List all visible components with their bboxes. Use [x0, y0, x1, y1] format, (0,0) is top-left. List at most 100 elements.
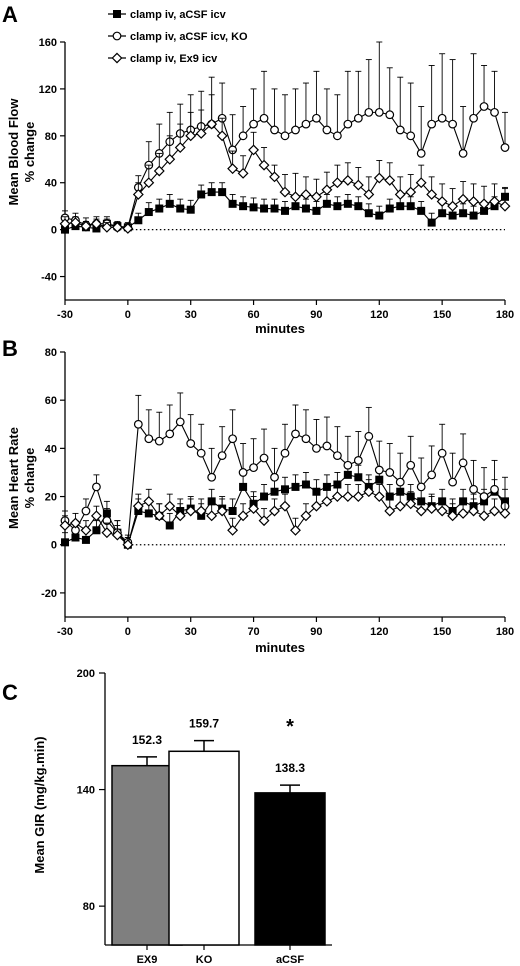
panel-a-series-1-point-20	[270, 125, 279, 135]
panel-c-value-label-ko: 159.7	[189, 717, 219, 731]
panel-a-series-0-point-29	[364, 209, 373, 218]
panel-b-series-0-point-16	[228, 507, 237, 515]
panel-a-series-1-point-42	[500, 143, 510, 152]
panel-b-series-2-point-20	[269, 505, 280, 517]
panel-b-series-0-point-2	[81, 535, 90, 544]
panel-a-series-2-point-42	[499, 200, 511, 212]
panel-b-series-2-point-35	[426, 503, 438, 515]
panel-b-ytick-label-4: 60	[45, 395, 57, 407]
panel-a-series-1-point-35	[427, 119, 437, 129]
panel-b-series-2-point-9	[153, 510, 165, 522]
panel-a-series-1-point-41	[490, 107, 499, 117]
panel-a-series-2-point-28	[352, 179, 364, 191]
panel-b-xtick-label-3: 70	[247, 626, 259, 638]
panel-c-ytick-label-2: 200	[77, 668, 95, 680]
panel-a-series-0-point-21	[281, 206, 289, 215]
panel-a-series-1-point-28	[353, 113, 363, 123]
panel-b-ytick-label-2: 20	[45, 492, 57, 504]
panel-a-ytick-label-3: 80	[45, 131, 57, 143]
panel-b-series-0-point-22	[291, 482, 300, 491]
panel-a-xtick-label-2: 30	[185, 309, 197, 321]
panel-c-ylabel: Mean GIR (mg/kg.min)	[32, 736, 47, 873]
panel-a-ytick-label-4: 120	[39, 84, 57, 96]
panel-b-series-2-point-23	[300, 510, 312, 522]
panel-a-series-2-point-2	[80, 220, 92, 232]
panel-b-series-0-point-20	[270, 487, 279, 496]
panel-a-xtick-label-1: 0	[125, 309, 131, 321]
panel-b-series-1	[60, 392, 510, 547]
panel-b-series-2-point-27	[342, 491, 354, 502]
panel-b-series-2-point-15	[216, 505, 228, 517]
panel-a-series-0-point-28	[354, 202, 363, 211]
panel-a-series-2-point-6	[122, 223, 134, 234]
panel-b-xlabel: minutes	[255, 640, 305, 655]
panel-a-series-1-point-26	[332, 131, 342, 141]
panel-a-series-0-point-22	[291, 202, 300, 211]
panel-b-series-2-point-8	[143, 495, 155, 507]
panel-a-series-2-point-29	[363, 189, 375, 200]
panel-a-xtick-label-0: -30	[57, 309, 73, 321]
panel-b-ytick-label-3: 40	[45, 443, 57, 455]
panel-b-series-1-point-21	[280, 448, 290, 458]
panel-b-series-0-point-28	[354, 473, 363, 482]
legend-item-ex9: clamp iv, Ex9 icv	[108, 52, 218, 65]
panel-b-series-0-point-23	[301, 480, 310, 489]
panel-a-series-2-point-22	[290, 191, 301, 203]
panel-a-series-2-point-34	[415, 177, 427, 189]
panel-b-series-2-point-6	[122, 539, 134, 551]
panel-b-ytick-label-5: 80	[45, 347, 57, 359]
panel-a-ylabel-line2: % change	[22, 122, 37, 183]
panel-b-series-1-point-8	[144, 434, 154, 444]
panel-a-series-0-point-26	[333, 202, 342, 211]
panel-b-series-1-point-20	[270, 472, 279, 482]
panel-c-ytick-label-1: 140	[77, 785, 95, 797]
panel-a-series-1-point-29	[364, 107, 374, 117]
panel-a-series-2-point-19	[258, 159, 270, 171]
panel-a-series-0-point-13	[197, 190, 206, 199]
panel-a-series-0-point-35	[427, 218, 436, 227]
legend-marker-ko	[108, 31, 126, 41]
panel-b-series-2-point-42	[499, 507, 511, 519]
panel-a-ytick-label-2: 40	[45, 178, 57, 190]
panel-b-series-1-point-22	[291, 429, 300, 439]
panel-b-ytick-label-1: 0	[51, 540, 57, 552]
panel-b-series-2-point-22	[290, 524, 301, 536]
legend-marker-ex9	[108, 52, 126, 64]
panel-a-series-2-point-37	[447, 200, 459, 212]
panel-b-series-2-point-38	[457, 507, 469, 519]
panel-b-series-1-point-9	[154, 436, 164, 446]
panel-b-series-2-point-2	[80, 524, 92, 536]
panel-a-series-2-point-32	[394, 189, 406, 200]
panel-a-series-2-point-5	[111, 221, 123, 233]
panel-a-series-0-point-25	[322, 199, 331, 208]
panel-a-series-0-point-12	[186, 205, 195, 214]
panel-a-series-0-point-24	[312, 206, 321, 215]
panel-a-series-1-point-27	[343, 119, 353, 129]
legend-label-acsf: clamp iv, aCSF icv	[130, 9, 227, 21]
panel-b-series-1-point-7	[133, 419, 143, 429]
panel-a-series-2-point-12	[185, 130, 197, 142]
panel-b-series-2-point-26	[331, 491, 343, 502]
panel-a-xtick-label-4: 90	[310, 309, 322, 321]
panel-a-xtick-label-7: 180	[496, 309, 514, 321]
panel-a-series-2-point-35	[426, 189, 438, 200]
panel-b-series-2-point-19	[258, 515, 270, 527]
panel-b-series-2-point-40	[478, 510, 490, 522]
panel-c-category-label-ex9: EX9	[137, 954, 158, 966]
panel-a-series-2-point-33	[405, 186, 417, 198]
panel-a-series-2-point-26	[331, 177, 343, 189]
panel-a-series-1-point-30	[374, 107, 384, 117]
panel-b-series-1-point-36	[437, 448, 447, 458]
panel-b-series-1-point-32	[395, 477, 405, 487]
panel-b-xtick-label-4: 90	[310, 626, 322, 638]
panel-b-series-1-point-39	[469, 484, 478, 494]
panel-b-series-1-point-37	[448, 477, 458, 487]
panel-a-series-2-point-17	[237, 167, 249, 179]
panel-a-series-0-point-18	[249, 203, 258, 212]
panel-a-series-2-point-13	[195, 128, 207, 139]
panel-a-series-2-point-20	[269, 171, 280, 183]
panel-b-series-0-point-17	[239, 482, 248, 491]
panel-a-series-1-point-38	[458, 149, 468, 158]
panel-a-series-0-point-9	[155, 204, 164, 213]
